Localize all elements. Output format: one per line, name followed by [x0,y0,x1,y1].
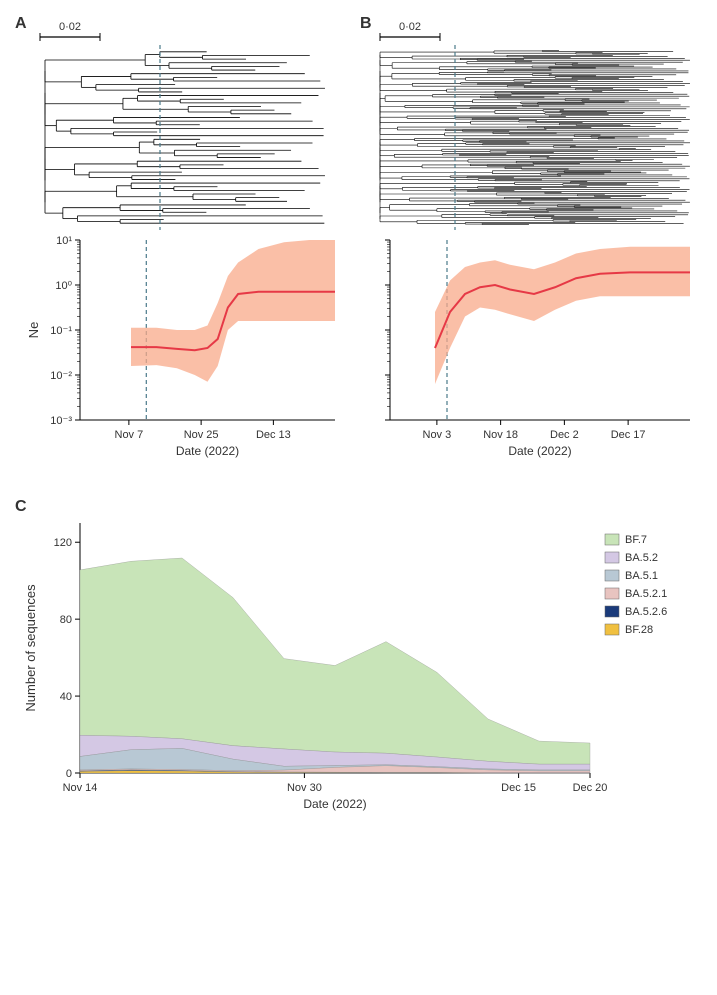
svg-text:BA.5.1: BA.5.1 [625,570,658,582]
svg-text:Nov 30: Nov 30 [287,782,322,794]
svg-text:120: 120 [54,537,72,549]
panel-a: A 0·02 10⁻³ 10⁻² 10⁻¹ 10⁰ 10¹ Ne Nov 7 Nov 25 Dec… [15,15,350,478]
svg-text:10⁻¹: 10⁻¹ [50,325,72,337]
svg-text:40: 40 [60,691,72,703]
svg-text:0·02: 0·02 [399,21,421,33]
svg-text:80: 80 [60,614,72,626]
svg-text:0: 0 [66,768,72,780]
svg-text:Nov 18: Nov 18 [483,429,518,441]
svg-text:Ne: Ne [26,322,41,339]
svg-text:Nov 7: Nov 7 [115,429,144,441]
svg-text:Dec 17: Dec 17 [611,429,646,441]
panel-b-label: B [360,15,372,33]
svg-text:Nov 3: Nov 3 [423,429,452,441]
panel-c: C 0 40 80 120 Number of sequences Nov 14 Nov 3… [15,498,702,841]
svg-text:10⁻²: 10⁻² [50,370,72,382]
svg-text:10⁻³: 10⁻³ [50,415,72,427]
svg-text:BA.5.2.1: BA.5.2.1 [625,588,667,600]
svg-text:Date (2022): Date (2022) [303,797,366,811]
svg-text:BA.5.2.6: BA.5.2.6 [625,606,667,618]
svg-text:Date (2022): Date (2022) [176,444,239,458]
panel-c-label: C [15,498,27,516]
svg-text:BF.7: BF.7 [625,534,647,546]
svg-text:BA.5.2: BA.5.2 [625,552,658,564]
svg-text:Date (2022): Date (2022) [508,444,571,458]
svg-text:10⁰: 10⁰ [55,280,72,292]
figure-container: A 0·02 10⁻³ 10⁻² 10⁻¹ 10⁰ 10¹ Ne Nov 7 Nov 25 Dec… [15,15,702,841]
svg-text:Dec 20: Dec 20 [573,782,608,794]
svg-text:Number of sequences: Number of sequences [23,584,38,712]
svg-text:Dec 15: Dec 15 [501,782,536,794]
svg-text:Dec 2: Dec 2 [550,429,579,441]
svg-text:0·02: 0·02 [59,21,81,33]
svg-text:Dec 13: Dec 13 [256,429,291,441]
panel-a-svg: 0·02 10⁻³ 10⁻² 10⁻¹ 10⁰ 10¹ Ne Nov 7 Nov 25 Dec 1… [15,15,350,475]
svg-text:Nov 14: Nov 14 [63,782,98,794]
panel-c-svg: 0 40 80 120 Number of sequences Nov 14 Nov 30 D… [15,498,702,838]
svg-text:Nov 25: Nov 25 [184,429,219,441]
panel-b: B 0·02 Nov 3 Nov 18 Dec 2 Dec 17 Date (2022) [360,15,705,478]
svg-text:BF.28: BF.28 [625,624,653,636]
panel-b-svg: 0·02 Nov 3 Nov 18 Dec 2 Dec 17 Date (2022) [360,15,705,475]
panel-a-label: A [15,15,27,33]
svg-text:10¹: 10¹ [56,235,72,247]
top-panel-row: A 0·02 10⁻³ 10⁻² 10⁻¹ 10⁰ 10¹ Ne Nov 7 Nov 25 Dec… [15,15,702,478]
